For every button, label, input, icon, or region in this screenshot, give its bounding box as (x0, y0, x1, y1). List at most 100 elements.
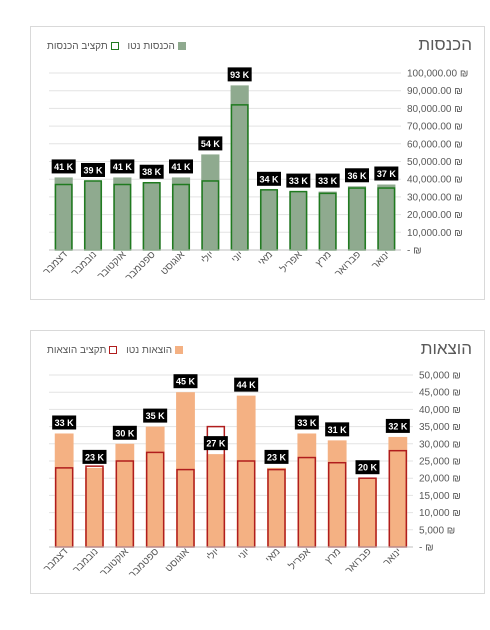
data-label-box (81, 162, 105, 177)
chart-legend: הוצאות נטו תקציב הוצאות (41, 345, 184, 356)
bar-net (327, 440, 347, 547)
category-label: מאי (256, 249, 275, 268)
data-label: 33 K (318, 176, 338, 186)
y-tick-label: 20,000 ₪ (419, 474, 461, 485)
data-label-box (173, 374, 198, 389)
chart-title: הוצאות (420, 339, 472, 358)
data-label: 93 K (230, 70, 250, 80)
category-label: מאי (264, 546, 283, 565)
data-label-box (198, 136, 223, 151)
category-label: ספטמבר (124, 249, 158, 283)
data-label: 33 K (55, 418, 75, 428)
y-tick-label: 20,000.00 ₪ (407, 210, 463, 221)
data-label: 44 K (237, 380, 257, 390)
data-label: 31 K (328, 425, 348, 435)
data-label: 41 K (113, 162, 133, 172)
y-tick-label: 60,000.00 ₪ (407, 139, 463, 150)
data-label: 41 K (54, 162, 74, 172)
y-tick-label: 90,000.00 ₪ (407, 86, 463, 97)
data-label-box (286, 173, 311, 188)
bar-net (83, 180, 103, 250)
data-label: 39 K (83, 165, 103, 175)
bar-net (206, 454, 226, 547)
y-tick-label: 40,000.00 ₪ (407, 175, 463, 186)
category-label: יוני (230, 249, 246, 265)
legend-label-budget: תקציב הוצאות (47, 345, 107, 356)
expense-chart-panel: הוצאות הוצאות נטו תקציב הוצאות 50,000 ₪ 4… (30, 330, 485, 594)
data-label-box (315, 173, 340, 188)
y-tick-label: 15,000 ₪ (419, 491, 461, 502)
category-label: יולי (204, 546, 222, 564)
data-label: 45 K (176, 377, 196, 387)
y-tick-label: 25,000 ₪ (419, 457, 461, 468)
bar-net (289, 191, 308, 250)
category-label: פברואר (343, 546, 373, 576)
data-label-box (82, 449, 107, 464)
data-label: 54 K (201, 139, 221, 149)
category-label: מרץ (314, 249, 334, 269)
chart-legend: הכנסות נטו תקציב הכנסות (41, 41, 186, 52)
bar-net (377, 184, 396, 250)
legend-item-budget: תקציב הכנסות (47, 41, 119, 52)
bar-net (54, 177, 73, 250)
data-label-box (355, 460, 380, 475)
data-label: 33 K (289, 176, 309, 186)
y-tick-label: 50,000 ₪ (419, 371, 461, 382)
category-label: מרץ (323, 546, 343, 566)
data-label-box (345, 168, 369, 183)
data-label: 41 K (171, 162, 191, 172)
data-label: 20 K (358, 463, 378, 473)
income-plot: 100,000.00 ₪ 90,000.00 ₪ 80,000.00 ₪ 70,000… (41, 67, 468, 283)
data-label-box (325, 422, 350, 437)
data-label-box (203, 436, 228, 451)
category-label: אפריל (286, 545, 313, 572)
data-label-box (139, 164, 164, 179)
data-label-box (110, 159, 135, 174)
data-label-box (227, 67, 252, 82)
bar-net (201, 154, 220, 250)
category-label: דצמבר (41, 249, 70, 278)
y-tick-label: 45,000 ₪ (419, 388, 461, 399)
legend-item-net: הוצאות נטו (126, 345, 184, 356)
bar-net (267, 467, 286, 547)
bar-net (259, 189, 279, 250)
data-label: 23 K (267, 452, 287, 462)
bar-net (145, 426, 165, 547)
legend-label-net: הכנסות נטו (127, 41, 175, 52)
y-tick-label: - ₪ (419, 543, 434, 554)
category-label: אוקטובר (98, 546, 131, 579)
legend-swatch-net (177, 42, 186, 50)
bar-net (230, 85, 249, 250)
legend-label-net: הוצאות נטו (126, 345, 173, 356)
legend-swatch-budget (109, 346, 118, 354)
data-label: 33 K (297, 418, 317, 428)
legend-swatch-net (175, 346, 184, 354)
data-label: 32 K (388, 421, 408, 431)
data-label: 37 K (377, 169, 397, 179)
category-label: אוגוסט (159, 249, 188, 278)
bar-net (347, 186, 367, 250)
data-label: 38 K (142, 167, 162, 177)
data-label: 35 K (146, 411, 166, 421)
chart-title: הכנסות (418, 35, 472, 54)
y-tick-label: 10,000 ₪ (419, 508, 461, 519)
bar-net (318, 191, 337, 250)
legend-item-net: הכנסות נטו (128, 41, 186, 52)
data-label-box (234, 377, 259, 392)
data-label-box (294, 415, 319, 430)
y-tick-label: 50,000.00 ₪ (407, 157, 463, 168)
data-label-box (143, 408, 168, 423)
category-label: נובמבר (71, 546, 101, 576)
category-label: אוגוסט (163, 546, 192, 575)
category-label: יולי (199, 249, 217, 267)
y-tick-label: 30,000 ₪ (419, 439, 461, 450)
category-label: ינואר (382, 546, 404, 568)
bar-net (85, 467, 104, 547)
data-label: 30 K (115, 428, 135, 438)
bar-net (171, 177, 191, 250)
data-label: 23 K (85, 452, 105, 462)
y-tick-label: 10,000.00 ₪ (407, 228, 463, 239)
legend-swatch-budget (110, 42, 119, 50)
data-label: 34 K (259, 174, 279, 184)
data-label-box (112, 425, 137, 440)
